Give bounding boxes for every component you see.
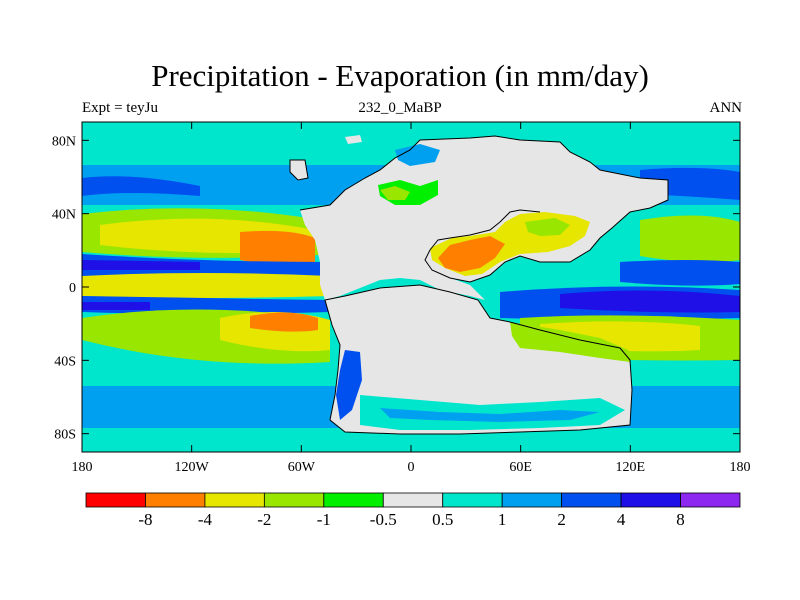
colorbar-swatch bbox=[204, 492, 265, 508]
patch-east-lime bbox=[525, 218, 570, 236]
latitude-axis: 80N 40N 0 40S 80S bbox=[52, 134, 740, 443]
laurasia bbox=[300, 136, 668, 300]
field-itcz-south-core bbox=[82, 302, 150, 310]
lon-tick-label: 120E bbox=[616, 460, 646, 475]
coastline-laurasia bbox=[299, 135, 669, 283]
colorbar-label: -8 bbox=[138, 510, 152, 529]
gondwana bbox=[325, 285, 632, 434]
colorbar-swatch bbox=[323, 492, 384, 508]
colorbar-swatch bbox=[382, 492, 444, 508]
land-masses bbox=[290, 135, 668, 434]
colorbar-label: 8 bbox=[676, 510, 685, 529]
patch-east-very-dry bbox=[438, 236, 505, 272]
colorbar-label: -4 bbox=[198, 510, 213, 529]
lon-tick-label: 180 bbox=[72, 460, 93, 475]
longitude-axis: 180 120W 60W 0 60E 120E 180 bbox=[72, 122, 751, 475]
field-south-subtropics-very-dry bbox=[250, 312, 318, 332]
field-itcz-north bbox=[82, 254, 330, 279]
lon-tick-label: 120W bbox=[175, 460, 210, 475]
coastline-arctic-island bbox=[289, 159, 309, 181]
colorbar-label: 4 bbox=[617, 510, 626, 529]
colorbar-swatch bbox=[501, 492, 563, 508]
field-north-pacific-wet bbox=[82, 176, 200, 196]
colorbar-label: 1 bbox=[498, 510, 507, 529]
lat-tick-label: 40N bbox=[52, 208, 76, 223]
colorbar-label: 0.5 bbox=[432, 510, 453, 529]
chart-title: Precipitation - Evaporation (in mm/day) bbox=[151, 58, 649, 93]
colorbar-swatch bbox=[85, 492, 146, 508]
arctic-island-small bbox=[345, 135, 362, 144]
colorbar-swatch bbox=[145, 492, 206, 508]
field-indian-wet-core bbox=[560, 290, 740, 313]
colorbar-label: 2 bbox=[557, 510, 566, 529]
colorbar-swatch bbox=[620, 492, 681, 508]
patch-south-west-wet bbox=[336, 350, 362, 420]
arctic-island-west bbox=[290, 160, 308, 180]
season-label: ANN bbox=[709, 100, 743, 116]
colorbar-label: -2 bbox=[257, 510, 271, 529]
colorbar-swatch bbox=[561, 492, 622, 508]
field-north-subtropics-very-dry bbox=[240, 230, 315, 265]
patch-south-polar-moist bbox=[360, 395, 625, 430]
colorbar-swatch bbox=[680, 492, 741, 508]
field-north-east-subtropics bbox=[640, 215, 740, 263]
experiment-label: Expt = teyJu bbox=[82, 100, 158, 116]
colorbar-swatch bbox=[263, 492, 325, 508]
lat-tick-label: 40S bbox=[54, 354, 76, 369]
colorbar-label: -0.5 bbox=[370, 510, 397, 529]
lon-tick-label: 60W bbox=[288, 460, 316, 475]
patch-south-polar-wet bbox=[380, 408, 600, 422]
field-west-pacific-wet bbox=[620, 260, 740, 286]
lon-tick-label: 180 bbox=[730, 460, 751, 475]
colorbar: -8 -4 -2 -1 -0.5 0.5 1 2 4 8 bbox=[85, 492, 741, 529]
lat-tick-label: 80N bbox=[52, 134, 76, 149]
lon-tick-label: 60E bbox=[509, 460, 532, 475]
time-label: 232_0_MaBP bbox=[358, 100, 442, 116]
colorbar-label: -1 bbox=[317, 510, 331, 529]
coastline-gondwana bbox=[324, 284, 633, 435]
land-wet-patches bbox=[336, 144, 630, 430]
patch-south-east-lime bbox=[510, 322, 630, 362]
patch-north-lime bbox=[380, 186, 410, 200]
lon-tick-label: 0 bbox=[408, 460, 415, 475]
field-itcz-core bbox=[82, 260, 200, 270]
coastlines bbox=[289, 135, 669, 435]
lat-tick-label: 0 bbox=[69, 281, 76, 296]
patch-arctic-wet bbox=[395, 144, 440, 166]
field-equator-dry bbox=[82, 273, 330, 298]
colorbar-swatch bbox=[442, 492, 503, 508]
lat-tick-label: 80S bbox=[54, 428, 76, 443]
